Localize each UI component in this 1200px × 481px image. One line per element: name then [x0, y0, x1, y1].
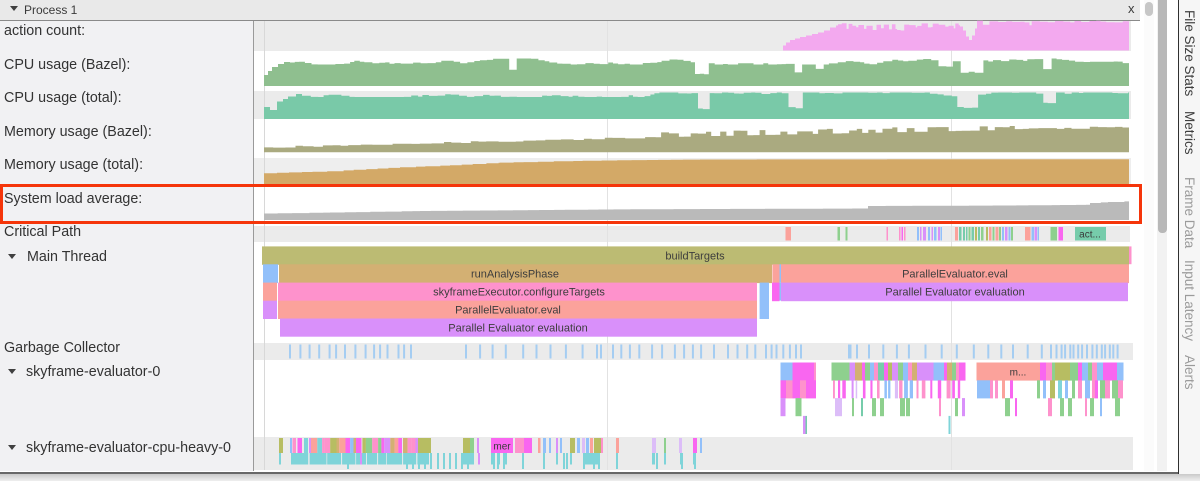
- svg-text:act...: act...: [1079, 230, 1101, 241]
- svg-text:Parallel Evaluator evaluation: Parallel Evaluator evaluation: [885, 287, 1024, 299]
- svg-text:mer: mer: [493, 442, 511, 453]
- svg-text:m...: m...: [1010, 368, 1027, 379]
- svg-text:Parallel Evaluator evaluation: Parallel Evaluator evaluation: [448, 323, 587, 335]
- svg-text:runAnalysisPhase: runAnalysisPhase: [471, 268, 559, 280]
- svg-text:ParallelEvaluator.eval: ParallelEvaluator.eval: [902, 268, 1008, 280]
- svg-text:buildTargets: buildTargets: [665, 250, 725, 262]
- svg-text:skyframeExecutor.configureTarg: skyframeExecutor.configureTargets: [433, 287, 605, 299]
- svg-text:ParallelEvaluator.eval: ParallelEvaluator.eval: [455, 305, 561, 317]
